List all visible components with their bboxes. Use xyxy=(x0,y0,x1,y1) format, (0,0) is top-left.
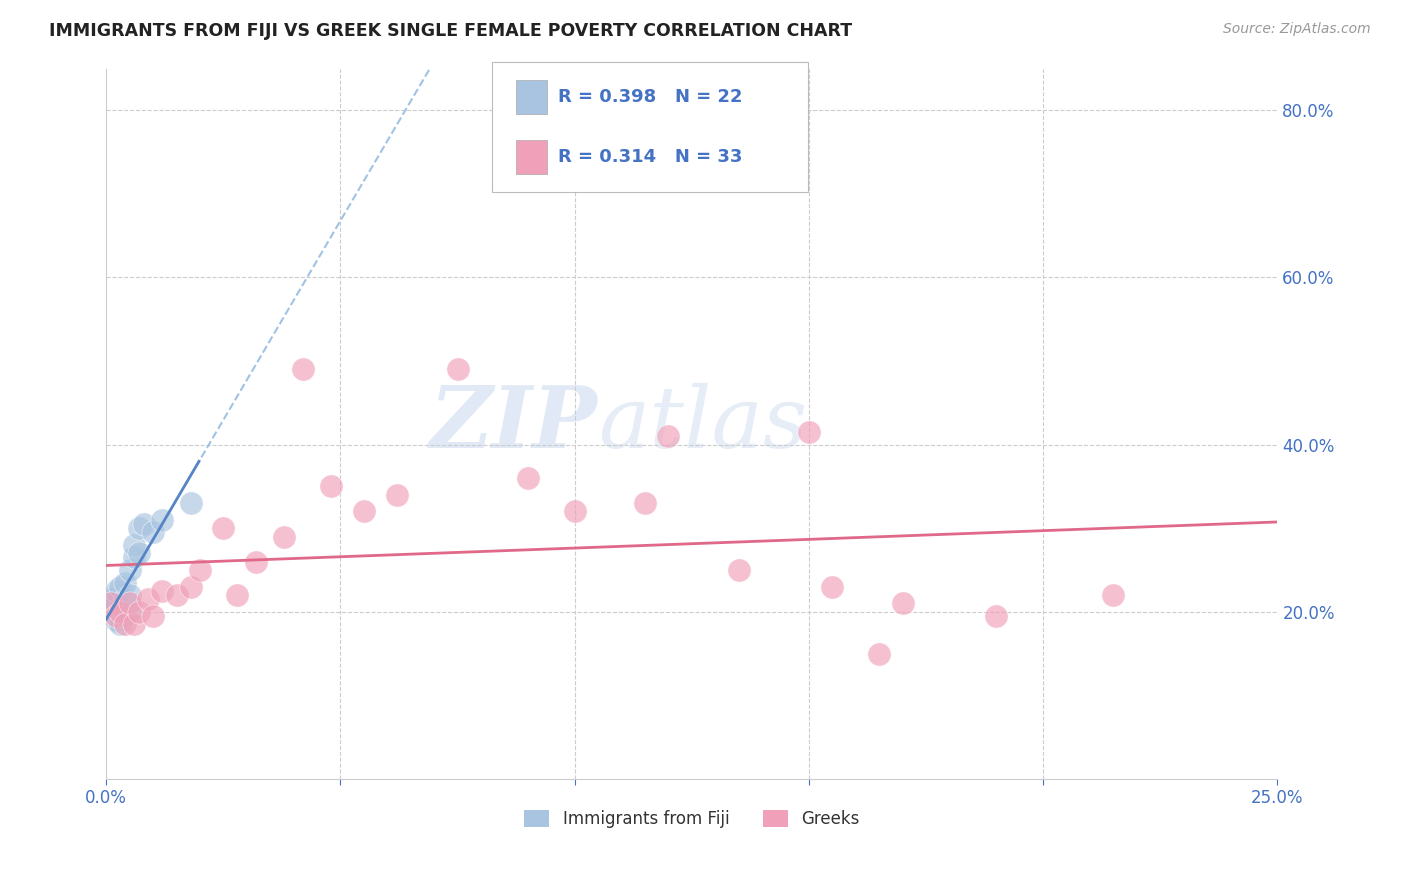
Point xyxy=(245,555,267,569)
Point xyxy=(564,504,586,518)
Point xyxy=(166,588,188,602)
Point xyxy=(291,362,314,376)
Point xyxy=(138,592,160,607)
Point xyxy=(353,504,375,518)
Point xyxy=(104,609,127,624)
Point xyxy=(114,609,136,624)
Point xyxy=(104,596,127,610)
Legend: Immigrants from Fiji, Greeks: Immigrants from Fiji, Greeks xyxy=(517,803,866,835)
Point xyxy=(188,563,211,577)
Point xyxy=(124,617,146,632)
Point xyxy=(446,362,468,376)
Text: atlas: atlas xyxy=(598,383,807,465)
Text: R = 0.398   N = 22: R = 0.398 N = 22 xyxy=(558,88,742,106)
Point xyxy=(128,521,150,535)
Text: Source: ZipAtlas.com: Source: ZipAtlas.com xyxy=(1223,22,1371,37)
Point xyxy=(986,609,1008,624)
Point xyxy=(118,596,141,610)
Point xyxy=(124,538,146,552)
Point xyxy=(104,583,127,598)
Point xyxy=(142,609,165,624)
Point xyxy=(180,580,202,594)
Point xyxy=(152,513,174,527)
Text: R = 0.314   N = 33: R = 0.314 N = 33 xyxy=(558,148,742,166)
Point xyxy=(868,647,890,661)
Point xyxy=(110,605,132,619)
Point xyxy=(104,613,127,627)
Point xyxy=(891,596,914,610)
Point xyxy=(727,563,749,577)
Point xyxy=(124,550,146,565)
Point xyxy=(100,605,122,619)
Point xyxy=(180,496,202,510)
Point xyxy=(821,580,844,594)
Point xyxy=(118,605,141,619)
Point xyxy=(226,588,249,602)
Text: IMMIGRANTS FROM FIJI VS GREEK SINGLE FEMALE POVERTY CORRELATION CHART: IMMIGRANTS FROM FIJI VS GREEK SINGLE FEM… xyxy=(49,22,852,40)
Point xyxy=(657,429,679,443)
Point xyxy=(110,600,132,615)
Point xyxy=(142,525,165,540)
Point xyxy=(634,496,657,510)
Point xyxy=(118,563,141,577)
Point xyxy=(118,588,141,602)
Point xyxy=(128,546,150,560)
Point xyxy=(152,583,174,598)
Point xyxy=(797,425,820,439)
Point xyxy=(319,479,342,493)
Point xyxy=(212,521,235,535)
Point xyxy=(110,580,132,594)
Text: ZIP: ZIP xyxy=(430,382,598,466)
Point xyxy=(128,605,150,619)
Point xyxy=(273,530,295,544)
Point xyxy=(100,596,122,610)
Point xyxy=(110,617,132,632)
Point xyxy=(516,471,538,485)
Point xyxy=(114,575,136,590)
Point xyxy=(1102,588,1125,602)
Point xyxy=(132,516,155,531)
Point xyxy=(114,592,136,607)
Point xyxy=(114,617,136,632)
Point xyxy=(100,592,122,607)
Point xyxy=(385,488,408,502)
